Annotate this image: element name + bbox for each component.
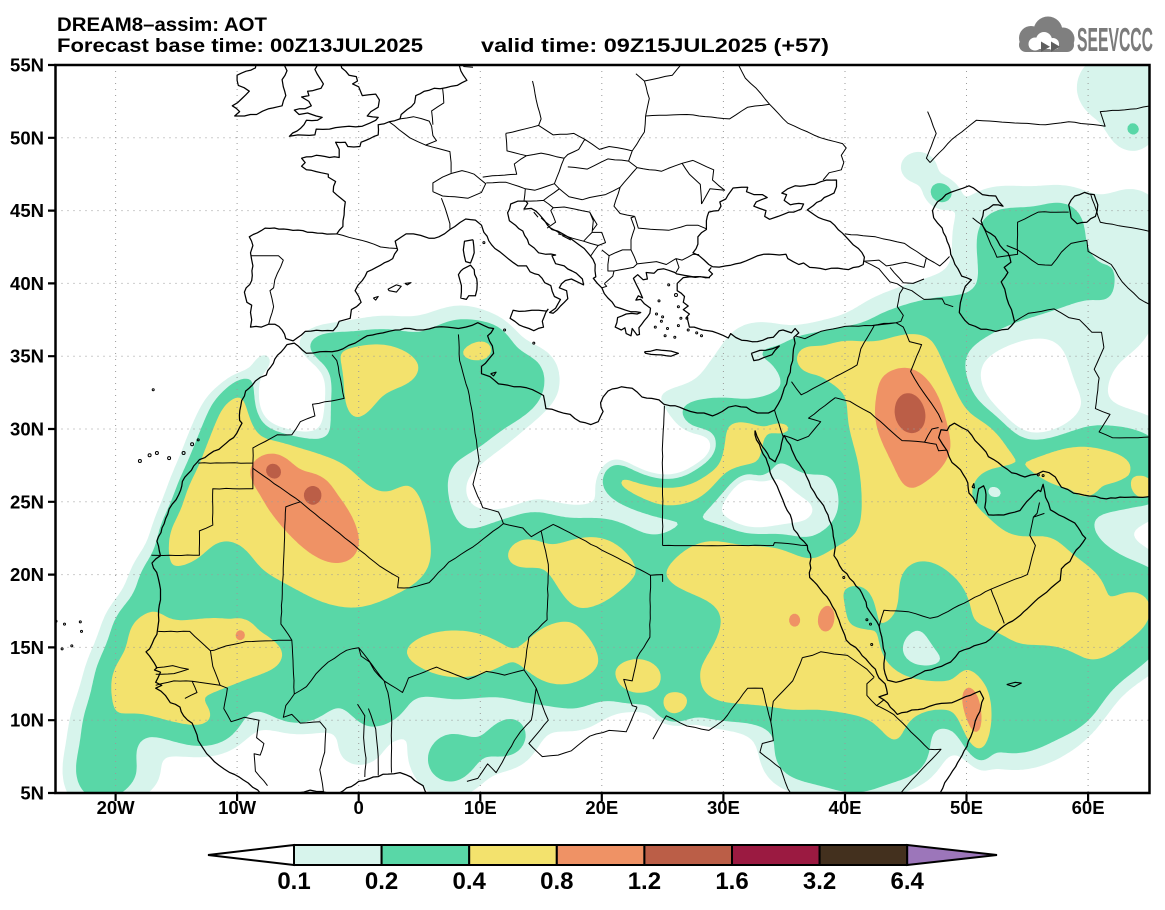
svg-text:20E: 20E xyxy=(585,797,618,818)
svg-text:20W: 20W xyxy=(97,797,136,818)
svg-text:0.4: 0.4 xyxy=(453,868,487,895)
svg-text:0.8: 0.8 xyxy=(540,868,573,895)
svg-text:0.2: 0.2 xyxy=(365,868,398,895)
svg-text:50E: 50E xyxy=(950,797,983,818)
svg-text:10N: 10N xyxy=(10,710,44,731)
svg-text:3.2: 3.2 xyxy=(803,868,836,895)
svg-text:20N: 20N xyxy=(10,564,44,585)
svg-text:25N: 25N xyxy=(10,491,44,512)
svg-text:6.4: 6.4 xyxy=(891,868,925,895)
svg-text:1.2: 1.2 xyxy=(628,868,661,895)
svg-text:30N: 30N xyxy=(10,419,44,440)
svg-text:valid time: 09Z15JUL2025 (+57): valid time: 09Z15JUL2025 (+57) xyxy=(481,35,829,57)
svg-text:15N: 15N xyxy=(10,637,44,658)
svg-text:45N: 45N xyxy=(10,200,44,221)
svg-text:Forecast base time: 00Z13JUL20: Forecast base time: 00Z13JUL2025 xyxy=(57,35,423,57)
svg-text:0: 0 xyxy=(354,797,364,818)
svg-text:40N: 40N xyxy=(10,273,44,294)
svg-text:DREAM8–assim: AOT: DREAM8–assim: AOT xyxy=(57,14,267,36)
svg-text:1.6: 1.6 xyxy=(715,868,748,895)
svg-text:50N: 50N xyxy=(10,127,44,148)
svg-text:5N: 5N xyxy=(20,783,44,804)
svg-text:30E: 30E xyxy=(707,797,740,818)
svg-text:35N: 35N xyxy=(10,346,44,367)
svg-text:0.1: 0.1 xyxy=(277,868,310,895)
svg-text:SEEVCCC: SEEVCCC xyxy=(1077,21,1153,58)
svg-text:10E: 10E xyxy=(464,797,497,818)
svg-text:40E: 40E xyxy=(829,797,862,818)
svg-text:60E: 60E xyxy=(1072,797,1105,818)
svg-text:10W: 10W xyxy=(218,797,257,818)
svg-text:55N: 55N xyxy=(10,55,44,76)
